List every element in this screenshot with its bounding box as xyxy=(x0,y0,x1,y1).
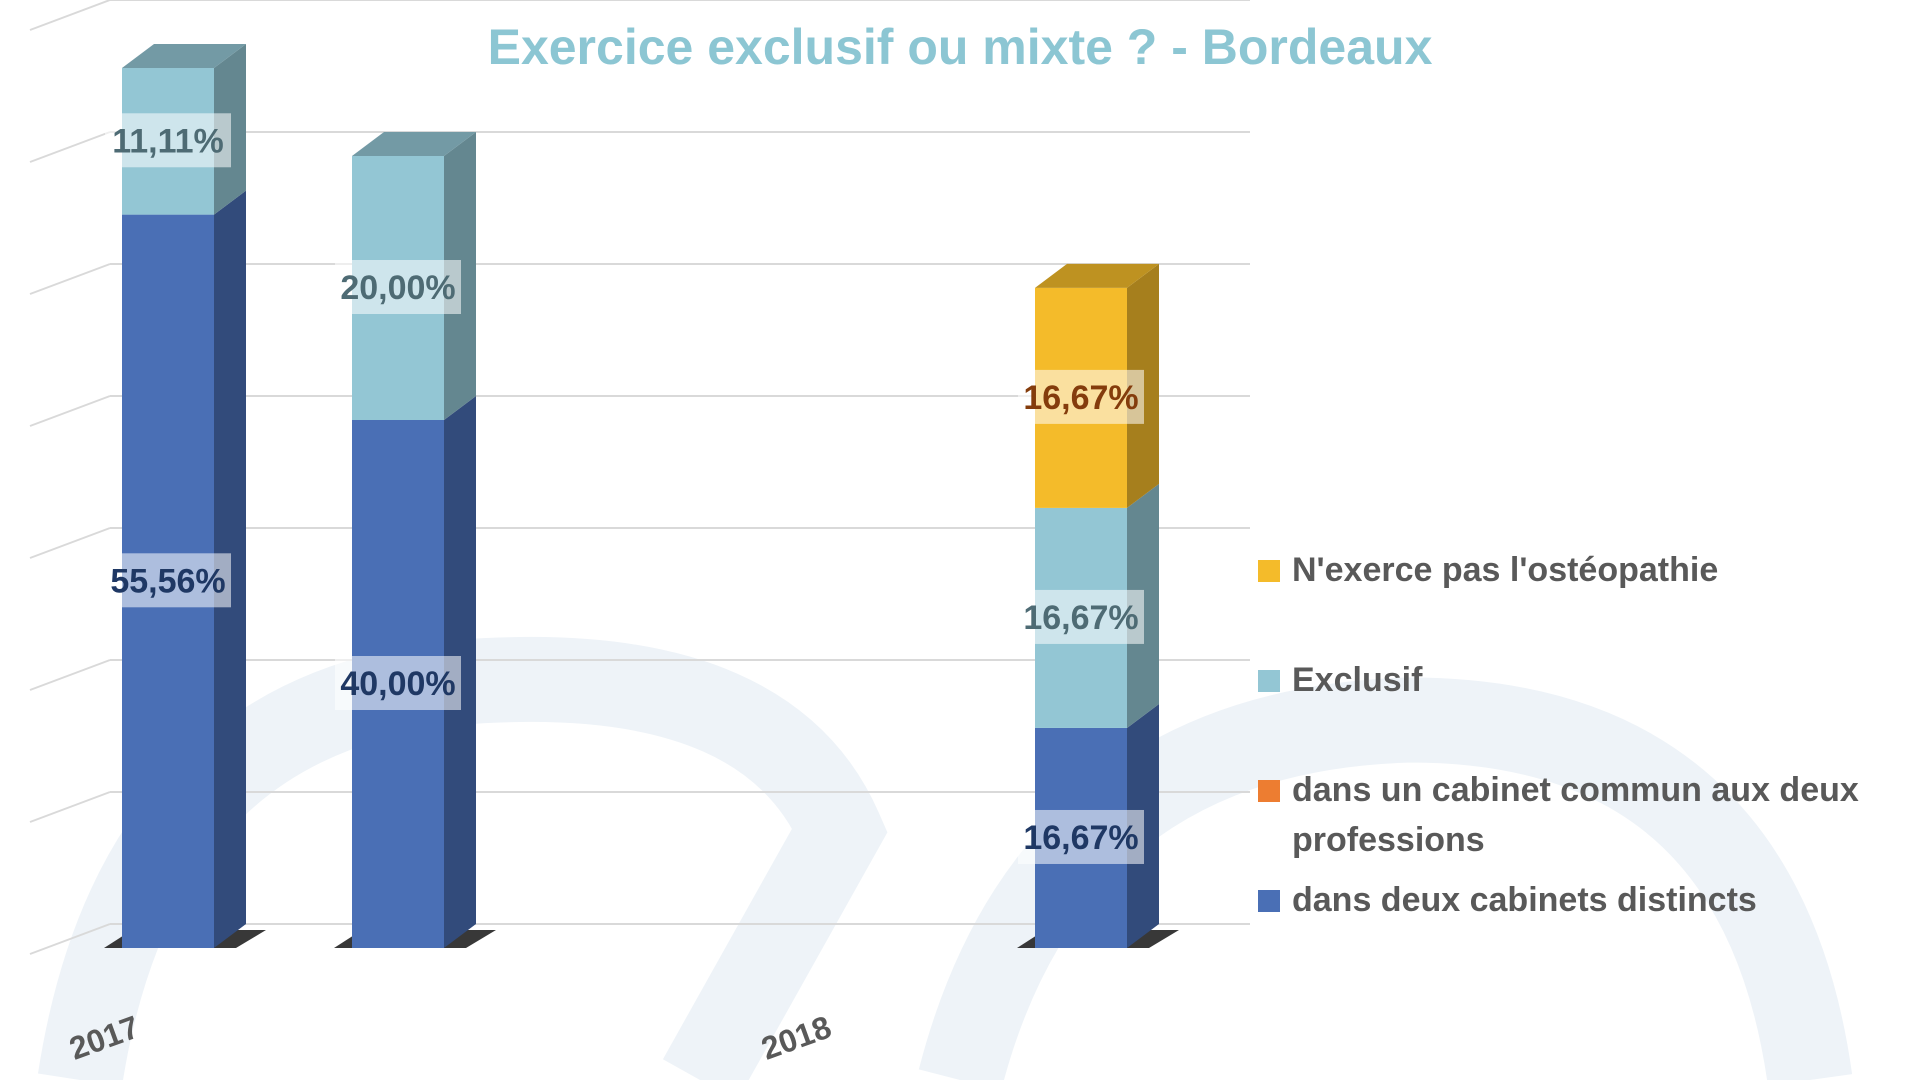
data-label: 16,67% xyxy=(1018,589,1144,644)
data-label: 20,00% xyxy=(335,260,461,314)
legend-item-cabinet-commun: dans un cabinet commun aux deux professi… xyxy=(1258,765,1892,865)
legend-swatch xyxy=(1258,560,1280,582)
data-label: 16,67% xyxy=(1018,809,1144,864)
legend-label: N'exerce pas l'ostéopathie xyxy=(1292,551,1719,589)
data-label-box xyxy=(1018,369,1144,424)
gridline-side xyxy=(29,395,111,427)
data-labels: 55,56% 11,11% 40,00% 20,00% 16,67% 16,67% 16,6… xyxy=(105,113,1144,864)
gridline-side xyxy=(29,527,111,559)
data-label: 11,11% xyxy=(105,113,231,168)
bar-top xyxy=(1035,263,1159,288)
data-label-text: 16,67% xyxy=(1023,599,1138,637)
data-label-box xyxy=(335,656,461,710)
data-label-text: 20,00% xyxy=(340,269,455,307)
data-label: 55,56% xyxy=(105,553,231,608)
legend-swatch xyxy=(1258,670,1280,692)
data-label: 40,00% xyxy=(335,656,461,710)
legend-label: dans un cabinet commun aux deux professi… xyxy=(1292,771,1859,859)
chart-title: Exercice exclusif ou mixte ? - Bordeaux xyxy=(487,19,1433,75)
legend-label: Exclusif xyxy=(1292,661,1423,699)
gridline-side xyxy=(29,659,111,691)
legend-item-non-exercice: N'exerce pas l'ostéopathie xyxy=(1258,545,1892,595)
legend-swatch xyxy=(1258,890,1280,912)
legend-item-cabinets-distincts: dans deux cabinets distincts xyxy=(1258,875,1892,925)
gridline-side xyxy=(29,791,111,823)
data-label-box xyxy=(1018,589,1144,644)
legend-label: dans deux cabinets distincts xyxy=(1292,881,1757,919)
legend-item-exclusif: Exclusif xyxy=(1258,655,1892,705)
bar-top xyxy=(352,132,476,156)
data-label-text: 40,00% xyxy=(340,665,455,703)
data-label-text: 16,67% xyxy=(1023,379,1138,417)
gridline-side xyxy=(29,0,111,31)
legend-swatch xyxy=(1258,780,1280,802)
data-label-box xyxy=(335,260,461,314)
data-label: 16,67% xyxy=(1018,369,1144,424)
data-label-box xyxy=(1018,809,1144,864)
gridline-side xyxy=(29,131,111,163)
data-label-text: 55,56% xyxy=(110,562,225,600)
data-label-text: 11,11% xyxy=(112,122,224,160)
data-label-box xyxy=(105,113,231,168)
gridline-side xyxy=(29,923,111,955)
data-label-text: 16,67% xyxy=(1023,819,1138,857)
gridline-side xyxy=(29,263,111,295)
bar-series xyxy=(104,43,1179,948)
data-label-box xyxy=(105,553,231,608)
bar-top xyxy=(122,43,246,68)
